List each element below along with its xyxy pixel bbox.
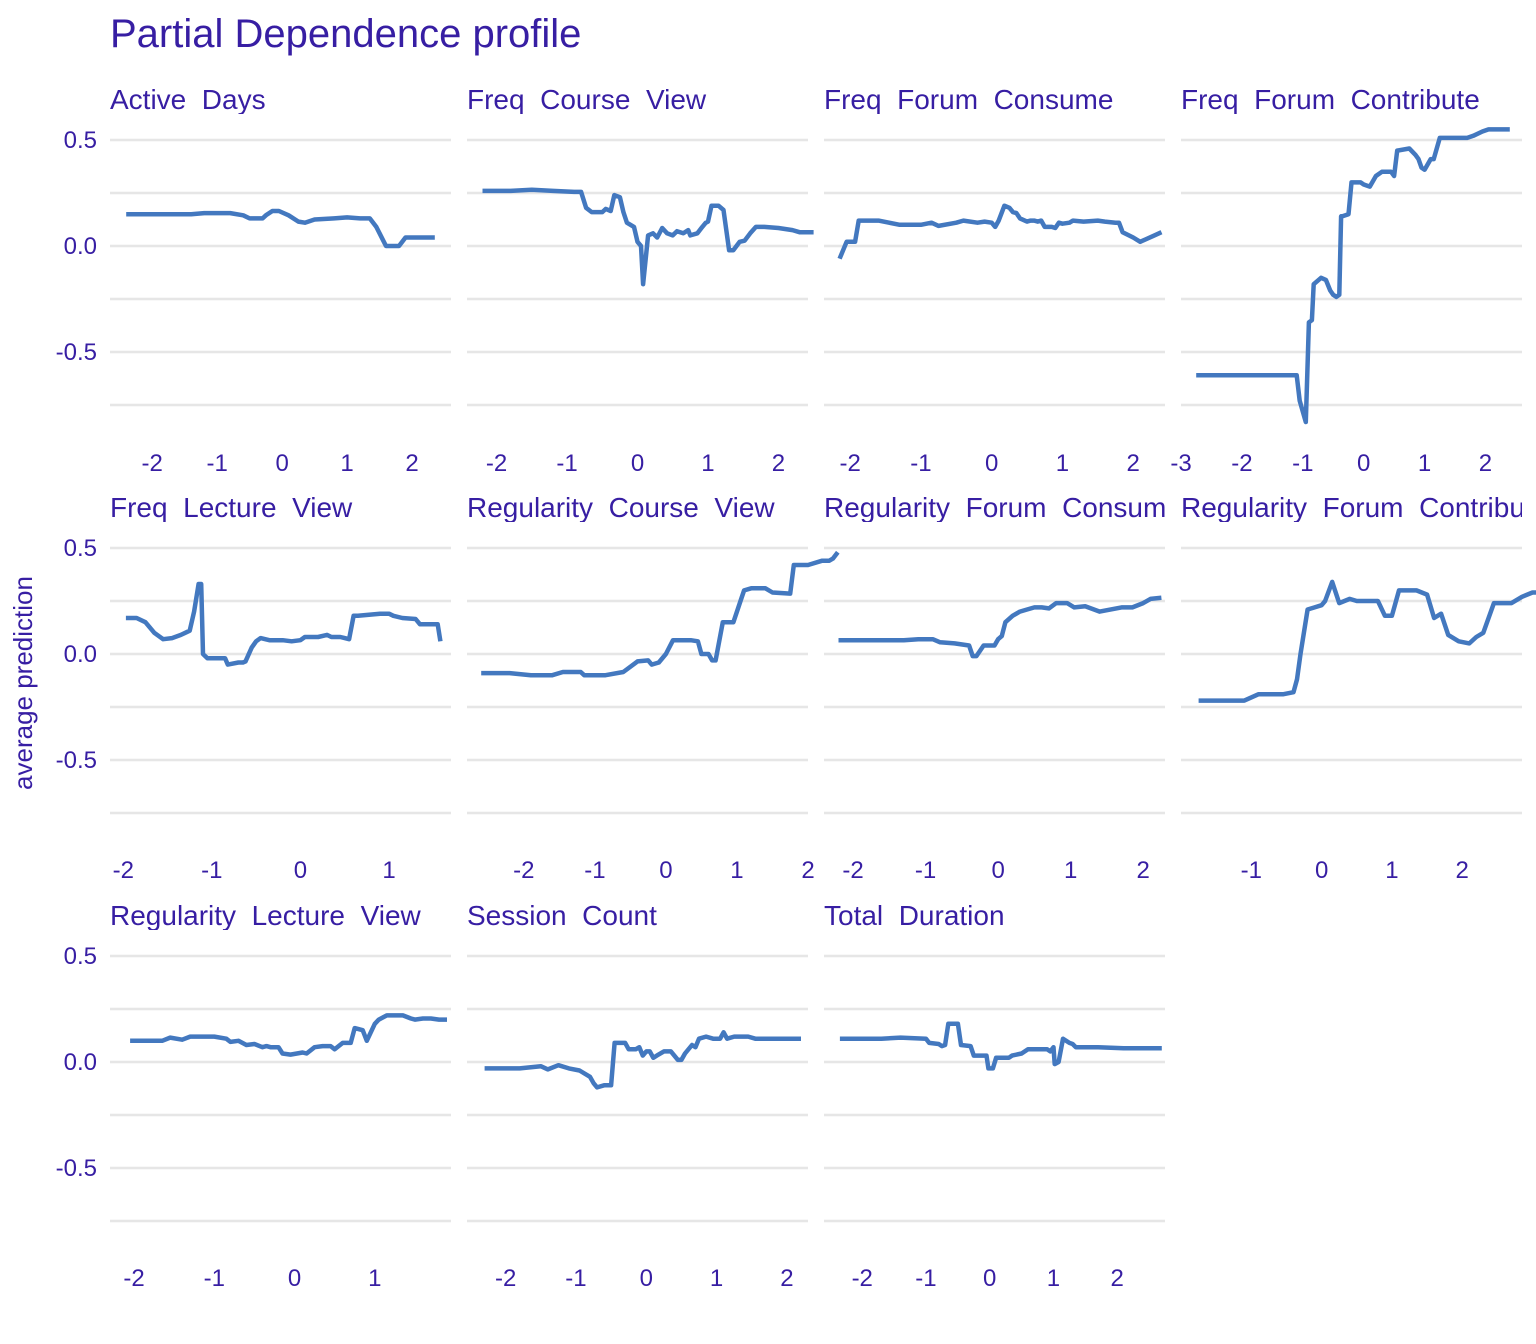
panel-2: Freq Course View -2 -1 0 1 2 [467, 84, 814, 477]
x-tick-label: 2 [772, 450, 785, 477]
panel-1: Active Days -2 -1 0 1 2 0.5 0.0 -0.5 [56, 84, 451, 477]
x-tick-label: 0 [288, 1265, 301, 1292]
panel-title: Regularity Course View [467, 492, 775, 523]
panel-title: Session Count [467, 900, 657, 931]
x-tick-label: 0 [985, 450, 998, 477]
x-tick-label: 2 [1126, 450, 1139, 477]
x-tick-label: 2 [1111, 1265, 1124, 1292]
x-tick-label: -2 [840, 450, 861, 477]
x-tick-label: 1 [1064, 857, 1077, 884]
y-tick-label: -0.5 [56, 1155, 97, 1182]
y-tick-label: 0.5 [64, 535, 97, 562]
panel-title: Freq Forum Contribute [1181, 84, 1480, 115]
x-tick-label: 2 [780, 1265, 793, 1292]
panel-7: Regularity Forum Consume -2 -1 0 1 2 [824, 492, 1182, 884]
x-tick-label: 0 [1315, 857, 1328, 884]
x-tick-label: -2 [495, 1265, 516, 1292]
x-tick-label: 2 [1479, 450, 1492, 477]
x-tick-label: 2 [1456, 857, 1469, 884]
panel-6: Regularity Course View -2 -1 0 1 2 [467, 492, 840, 884]
x-tick-label: 0 [631, 450, 644, 477]
x-tick-label: 2 [405, 450, 418, 477]
pd-line [481, 550, 840, 678]
pd-line [839, 1021, 1162, 1071]
x-tick-label: 1 [1047, 1265, 1060, 1292]
panel-title: Regularity Lecture View [110, 900, 422, 931]
pd-line [484, 1030, 801, 1090]
x-tick-label: -1 [584, 857, 605, 884]
x-tick-label: 0 [640, 1265, 653, 1292]
x-tick-label: -1 [206, 450, 227, 477]
x-tick-label: -1 [1292, 450, 1313, 477]
panel-4: Freq Forum Contribute -3 -2 -1 0 1 2 [1170, 84, 1522, 477]
x-tick-label: -2 [113, 857, 134, 884]
x-tick-label: -2 [486, 450, 507, 477]
pd-line [1198, 579, 1536, 703]
panel-title: Regularity Forum Contribute [1181, 492, 1536, 523]
x-tick-label: -1 [556, 450, 577, 477]
panel-9: Regularity Lecture View -2 -1 0 1 0.5 0.0 -0.5 [56, 900, 451, 1292]
x-tick-label: -3 [1170, 450, 1191, 477]
panel-title: Freq Course View [467, 84, 707, 115]
x-tick-label: 0 [983, 1265, 996, 1292]
panel-10: Session Count -2 -1 0 1 2 [467, 900, 808, 1292]
x-tick-label: 2 [801, 857, 814, 884]
y-tick-label: -0.5 [56, 747, 97, 774]
x-tick-label: 1 [340, 450, 353, 477]
y-tick-label: -0.5 [56, 339, 97, 366]
pd-line [125, 581, 443, 667]
x-tick-label: -2 [852, 1265, 873, 1292]
x-tick-label: 0 [991, 857, 1004, 884]
x-tick-label: 0 [275, 450, 288, 477]
pd-line [482, 187, 814, 287]
x-tick-label: -1 [910, 450, 931, 477]
panel-5: Freq Lecture View -2 -1 0 1 0.5 0.0 -0.5 [56, 492, 451, 884]
x-tick-label: 1 [1056, 450, 1069, 477]
x-tick-label: -1 [201, 857, 222, 884]
x-tick-label: -2 [513, 857, 534, 884]
x-tick-label: -1 [204, 1265, 225, 1292]
x-tick-label: 0 [1357, 450, 1370, 477]
x-tick-label: 2 [1137, 857, 1150, 884]
x-tick-label: 1 [710, 1265, 723, 1292]
y-tick-label: 0.5 [64, 943, 97, 970]
panel-title: Freq Forum Consume [824, 84, 1113, 115]
x-tick-label: 1 [701, 450, 714, 477]
x-tick-label: -2 [1231, 450, 1252, 477]
x-tick-label: -2 [123, 1265, 144, 1292]
panel-title: Total Duration [824, 900, 1005, 931]
x-tick-label: -1 [915, 857, 936, 884]
x-tick-label: -1 [915, 1265, 936, 1292]
panel-11: Total Duration -2 -1 0 1 2 [824, 900, 1165, 1292]
pd-line [1196, 127, 1510, 425]
panel-title: Active Days [110, 84, 266, 115]
x-tick-label: 1 [1385, 857, 1398, 884]
panel-8: Regularity Forum Contribute -1 0 1 2 [1181, 492, 1536, 884]
x-tick-label: 1 [382, 857, 395, 884]
x-tick-label: 0 [294, 857, 307, 884]
x-tick-label: 1 [368, 1265, 381, 1292]
y-tick-label: 0.5 [64, 127, 97, 154]
y-tick-label: 0.0 [64, 641, 97, 668]
pd-line [837, 203, 1163, 260]
panel-title: Freq Lecture View [110, 492, 353, 523]
x-tick-label: 1 [730, 857, 743, 884]
pd-line [838, 595, 1162, 659]
x-tick-label: -1 [1241, 857, 1262, 884]
y-tick-label: 0.0 [64, 1049, 97, 1076]
pd-line [130, 1013, 447, 1057]
x-tick-label: -1 [565, 1265, 586, 1292]
y-tick-label: 0.0 [64, 233, 97, 260]
pd-line [126, 208, 435, 249]
chart-title: Partial Dependence profile [110, 12, 582, 56]
panel-3: Freq Forum Consume -2 -1 0 1 2 [824, 84, 1165, 477]
x-tick-label: 1 [1418, 450, 1431, 477]
x-tick-label: -2 [142, 450, 163, 477]
x-tick-label: -2 [842, 857, 863, 884]
x-tick-label: 0 [659, 857, 672, 884]
panel-title: Regularity Forum Consume [824, 492, 1182, 523]
